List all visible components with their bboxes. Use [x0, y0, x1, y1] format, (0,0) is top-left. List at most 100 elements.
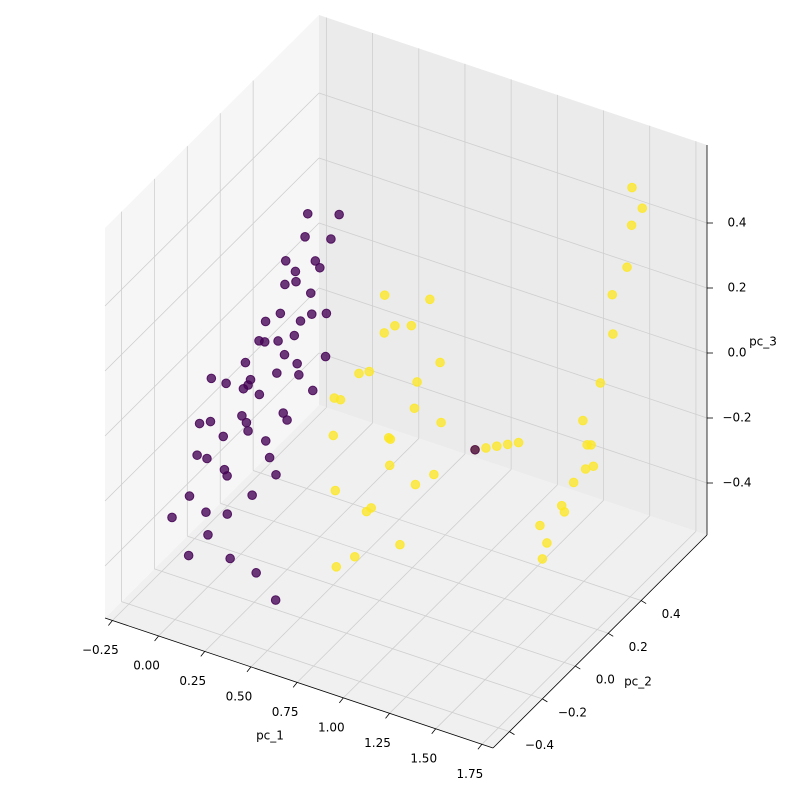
- point: [580, 464, 591, 474]
- grid-line: [318, 352, 708, 484]
- point: [202, 453, 212, 464]
- axis-line: [492, 534, 708, 749]
- grid-line: [121, 601, 510, 732]
- x-tick-label: 1.50: [410, 751, 437, 765]
- tick-mark: [385, 713, 390, 719]
- left-pane: [105, 15, 319, 618]
- point: [300, 232, 310, 242]
- point: [237, 411, 247, 421]
- grid-line: [318, 287, 708, 419]
- tick-mark: [431, 728, 437, 735]
- point: [271, 469, 281, 480]
- point: [272, 368, 282, 378]
- grid-line: [154, 568, 543, 700]
- point: [470, 444, 480, 455]
- point: [492, 441, 502, 451]
- x-tick-label: 0.50: [226, 689, 253, 703]
- point: [305, 288, 316, 298]
- point: [273, 336, 283, 346]
- point: [379, 328, 390, 338]
- tick-mark: [640, 600, 647, 604]
- point: [241, 417, 252, 428]
- x-axis-label: pc_1: [256, 729, 284, 743]
- point: [627, 182, 637, 193]
- point: [275, 308, 286, 319]
- point: [278, 408, 289, 418]
- x-tick-label: 1.25: [364, 736, 391, 750]
- point: [302, 208, 313, 219]
- grid-line: [343, 484, 558, 699]
- grid: [104, 17, 708, 745]
- point: [222, 471, 232, 481]
- point: [622, 262, 632, 273]
- point: [556, 500, 567, 511]
- point: [291, 276, 301, 287]
- point: [184, 491, 195, 501]
- point: [331, 562, 342, 572]
- z-axis-label: pc_3: [749, 335, 777, 349]
- point: [289, 330, 300, 341]
- point: [535, 520, 545, 531]
- z-tick-label: 0.2: [727, 281, 746, 295]
- y-tick-label: −0.4: [525, 738, 554, 752]
- tick-mark: [108, 620, 113, 626]
- z-tick-label: 0.4: [727, 216, 746, 230]
- point: [315, 262, 325, 273]
- x-tick-label: 1.00: [318, 720, 345, 734]
- point: [295, 316, 306, 326]
- point: [326, 234, 336, 244]
- point: [513, 437, 524, 448]
- grid-line: [389, 500, 604, 714]
- tick-mark: [608, 632, 614, 637]
- point: [279, 349, 290, 360]
- point: [221, 378, 231, 389]
- point: [542, 538, 552, 548]
- point: [225, 553, 235, 564]
- x-tick-label: 0.00: [133, 658, 160, 672]
- point: [254, 336, 264, 346]
- point: [328, 430, 339, 441]
- x-tick-label: 0.25: [179, 674, 206, 688]
- grid-line: [250, 453, 466, 668]
- z-tick-label: −0.2: [722, 411, 751, 425]
- y-tick-label: 0.4: [662, 607, 681, 621]
- point: [379, 290, 390, 300]
- point: [390, 320, 400, 331]
- point: [183, 550, 194, 561]
- point: [364, 366, 375, 377]
- point: [385, 434, 396, 445]
- point: [330, 485, 341, 496]
- point: [568, 477, 579, 488]
- points: [167, 182, 648, 605]
- point: [238, 383, 249, 394]
- point: [384, 460, 395, 471]
- point: [409, 403, 420, 414]
- point: [264, 452, 275, 463]
- point: [502, 439, 513, 450]
- grid-line: [104, 92, 320, 307]
- point: [280, 279, 290, 290]
- grid-line: [104, 352, 320, 567]
- point: [167, 512, 177, 523]
- tick-mark: [477, 744, 483, 750]
- x-tick-label: 1.75: [457, 767, 484, 781]
- point: [349, 551, 360, 562]
- point: [240, 357, 251, 368]
- point: [578, 415, 588, 426]
- point: [406, 320, 417, 331]
- point: [206, 373, 217, 384]
- y-tick-label: 0.2: [629, 640, 648, 654]
- grid-line: [435, 515, 651, 730]
- tick-mark: [292, 682, 298, 688]
- point: [595, 378, 606, 388]
- grid-line: [204, 438, 420, 652]
- point: [294, 370, 304, 380]
- point: [260, 316, 271, 327]
- axes: −0.25 0.00 0.25 0.50 0.75 1.00 1.25 1.50 1.75 −0.…: [82, 145, 752, 781]
- point: [435, 357, 445, 368]
- tick-mark: [246, 666, 252, 673]
- point: [292, 358, 302, 369]
- grid-line: [112, 407, 327, 621]
- point: [247, 490, 257, 500]
